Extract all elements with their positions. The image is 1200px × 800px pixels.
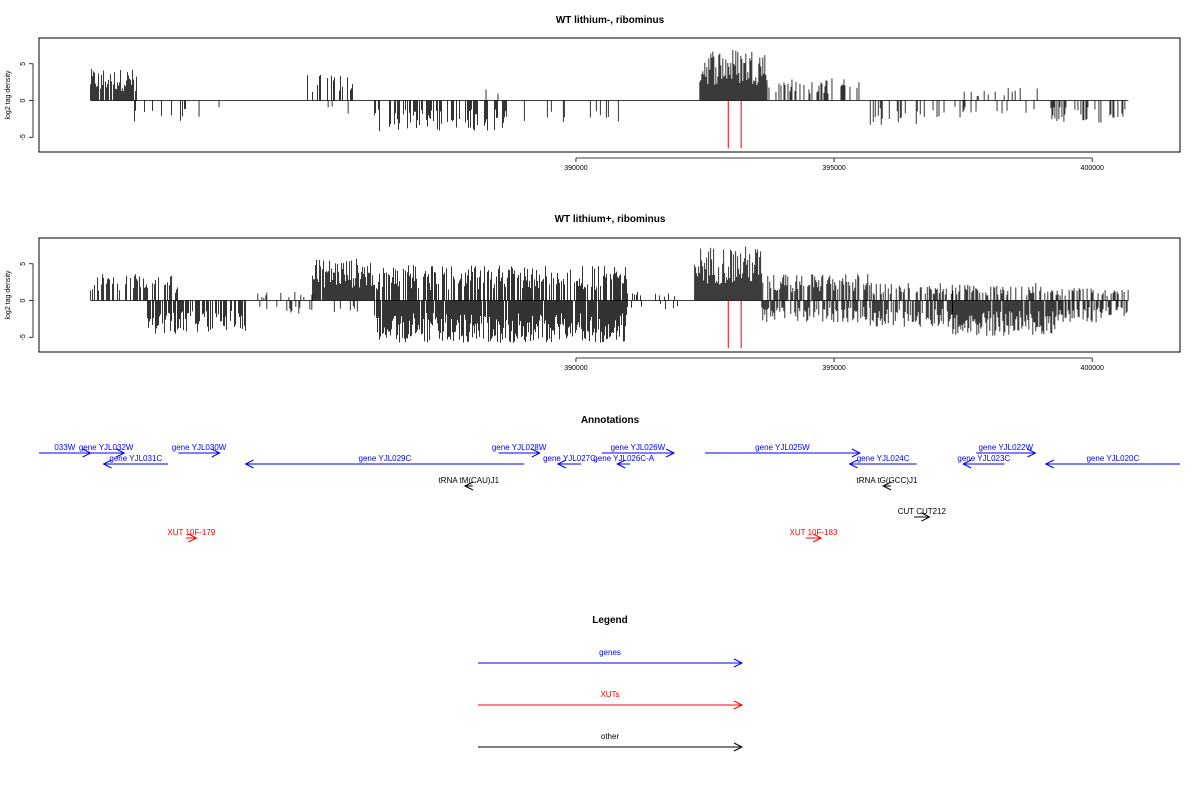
annotation-feature: gene YJL032W xyxy=(79,443,134,458)
y-tick-label: 0 xyxy=(20,298,27,302)
track-title-lithium-plus: WT lithium+, ribominus xyxy=(555,214,666,225)
annotations-title: Annotations xyxy=(581,415,640,426)
tag-density-bars xyxy=(90,246,1129,343)
annotation-feature: XUT 10F-179 xyxy=(167,528,216,543)
annotation-feature: gene YJL025W xyxy=(705,443,862,458)
annotation-feature: tRNA tG(GCC)J1 xyxy=(857,476,918,491)
x-tick-label: 400000 xyxy=(1081,365,1104,372)
feature-label: gene YJL027C xyxy=(543,454,596,463)
feature-label: gene YJL032W xyxy=(79,443,134,452)
feature-label: 033W xyxy=(54,443,75,452)
annotation-features: 033W gene YJL032W gene YJL031C gene YJL030W… xyxy=(39,443,1180,543)
y-tick-label: 5 xyxy=(20,62,27,66)
feature-label: gene YJL022W xyxy=(978,443,1033,452)
feature-label: gene YJL030W xyxy=(172,443,227,452)
feature-label: XUT 10F-183 xyxy=(789,528,837,537)
legend-label: XUTs xyxy=(600,690,619,699)
legend-item: XUTs xyxy=(478,690,744,710)
feature-label: CUT CUT212 xyxy=(898,507,947,516)
x-axis: 390000 395000 400000 xyxy=(564,157,1104,172)
y-axis: -5 0 5 xyxy=(20,62,34,140)
annotation-feature: gene YJL022W xyxy=(976,443,1037,458)
x-tick-label: 400000 xyxy=(1081,165,1104,172)
x-tick-label: 395000 xyxy=(822,365,845,372)
annotations-panel: Annotations 033W gene YJL032W gene YJL031C… xyxy=(39,415,1180,543)
annotation-feature: gene YJL031C xyxy=(102,454,169,469)
x-tick-label: 390000 xyxy=(564,365,587,372)
track-panel-lithium-minus: WT lithium-, ribominus -5 0 5 log2 tag den… xyxy=(5,15,1181,172)
track-panel-lithium-plus: WT lithium+, ribominus -5 0 5 log2 tag den… xyxy=(5,214,1181,372)
annotation-feature: gene YJL027C xyxy=(543,454,596,469)
feature-label: gene YJL029C xyxy=(359,454,412,463)
annotation-feature: gene YJL028W xyxy=(492,443,547,458)
annotation-feature: gene YJL030W xyxy=(172,443,227,458)
feature-label: gene YJL025W xyxy=(755,443,810,452)
y-tick-label: 0 xyxy=(20,98,27,102)
y-axis-label: log2 tag density xyxy=(5,270,12,320)
feature-label: gene YJL024C xyxy=(857,454,910,463)
feature-label: gene YJL023C xyxy=(957,454,1010,463)
x-tick-label: 390000 xyxy=(564,165,587,172)
y-axis-label: log2 tag density xyxy=(5,70,12,120)
annotation-feature: gene YJL029C xyxy=(244,454,525,469)
track-title-lithium-minus: WT lithium-, ribominus xyxy=(556,15,665,26)
annotation-feature: gene YJL020C xyxy=(1044,454,1180,469)
x-axis: 390000 395000 400000 xyxy=(564,357,1104,372)
feature-label: tRNA tG(GCC)J1 xyxy=(857,476,918,485)
annotation-feature: gene YJL024C xyxy=(848,454,917,469)
annotation-feature: gene YJL026C-A xyxy=(593,454,655,469)
annotation-feature: tRNA tM(CAU)J1 xyxy=(439,476,500,491)
legend-item: genes xyxy=(478,648,744,668)
annotation-feature: gene YJL023C xyxy=(957,454,1010,469)
feature-label: XUT 10F-179 xyxy=(167,528,215,537)
annotation-feature: gene YJL026W xyxy=(601,443,676,458)
y-axis: -5 0 5 xyxy=(20,262,34,340)
tag-density-bars xyxy=(90,49,1129,131)
y-tick-label: 5 xyxy=(20,262,27,266)
red-markers xyxy=(727,300,742,349)
y-tick-label: -5 xyxy=(20,134,27,140)
plot-frame xyxy=(38,37,1181,153)
legend: Legend genes XUTs other xyxy=(478,615,744,752)
feature-label: gene YJL026C-A xyxy=(593,454,654,463)
red-markers xyxy=(727,100,742,149)
plot-frame xyxy=(38,237,1181,353)
feature-label: gene YJL020C xyxy=(1086,454,1139,463)
feature-label: gene YJL031C xyxy=(109,454,162,463)
annotation-feature: CUT CUT212 xyxy=(898,507,947,522)
legend-items: genes XUTs other xyxy=(478,648,744,752)
legend-item: other xyxy=(478,732,744,752)
legend-title: Legend xyxy=(592,615,628,626)
feature-label: gene YJL028W xyxy=(492,443,547,452)
legend-label: genes xyxy=(599,648,621,657)
feature-label: gene YJL026W xyxy=(611,443,666,452)
y-tick-label: -5 xyxy=(20,334,27,340)
legend-label: other xyxy=(601,732,620,741)
x-tick-label: 395000 xyxy=(822,165,845,172)
annotation-feature: XUT 10F-183 xyxy=(789,528,838,543)
feature-label: tRNA tM(CAU)J1 xyxy=(439,476,500,485)
